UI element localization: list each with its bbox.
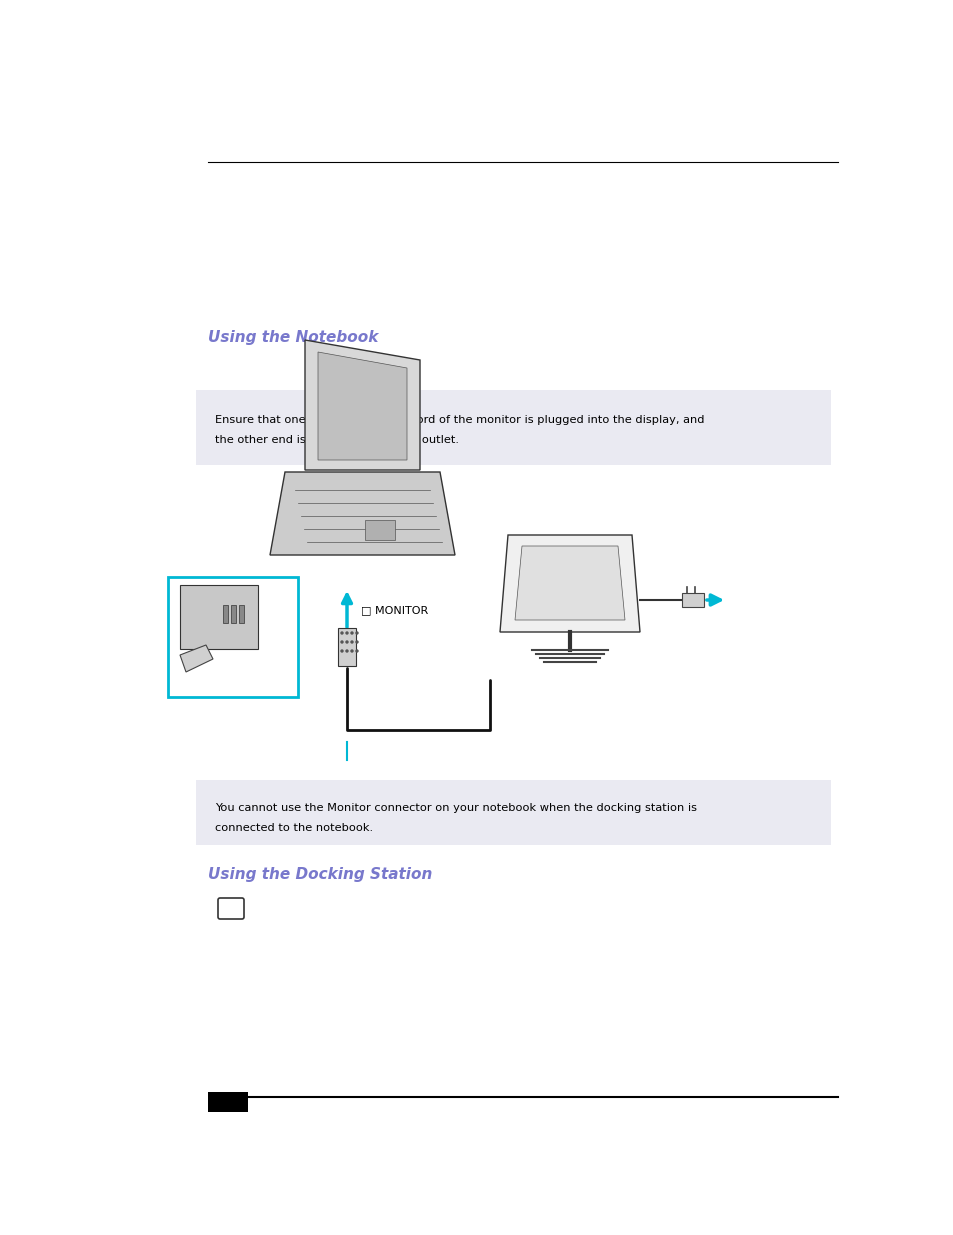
Circle shape — [340, 632, 343, 634]
Text: Ensure that one end of the power cord of the monitor is plugged into the display: Ensure that one end of the power cord of… — [214, 415, 703, 425]
Bar — [681, 593, 703, 606]
Bar — [231, 605, 235, 622]
Circle shape — [355, 632, 357, 634]
Bar — [239, 605, 244, 622]
Bar — [208, 1092, 248, 1112]
Text: connected to the notebook.: connected to the notebook. — [214, 823, 373, 832]
Polygon shape — [499, 535, 639, 632]
Bar — [365, 520, 395, 540]
Bar — [337, 629, 355, 666]
Bar — [168, 577, 297, 697]
Circle shape — [351, 650, 353, 652]
Bar — [195, 390, 830, 466]
Circle shape — [340, 650, 343, 652]
Circle shape — [351, 632, 353, 634]
Circle shape — [346, 641, 348, 643]
Text: You cannot use the Monitor connector on your notebook when the docking station i: You cannot use the Monitor connector on … — [214, 803, 697, 813]
Polygon shape — [270, 472, 455, 555]
FancyBboxPatch shape — [218, 898, 244, 919]
Text: the other end is plugged into an AC outlet.: the other end is plugged into an AC outl… — [214, 435, 458, 445]
Circle shape — [351, 641, 353, 643]
Bar — [195, 781, 830, 845]
Polygon shape — [305, 340, 419, 471]
Circle shape — [340, 641, 343, 643]
Circle shape — [355, 650, 357, 652]
Polygon shape — [317, 352, 407, 459]
Circle shape — [346, 650, 348, 652]
Circle shape — [355, 641, 357, 643]
Polygon shape — [180, 585, 257, 650]
Text: Using the Docking Station: Using the Docking Station — [208, 867, 432, 882]
Bar — [223, 605, 228, 622]
Text: □ MONITOR: □ MONITOR — [360, 605, 428, 615]
Text: 78: 78 — [213, 1095, 230, 1108]
Polygon shape — [515, 546, 624, 620]
Circle shape — [346, 632, 348, 634]
Text: Using the Notebook: Using the Notebook — [208, 330, 378, 345]
Polygon shape — [180, 645, 213, 672]
